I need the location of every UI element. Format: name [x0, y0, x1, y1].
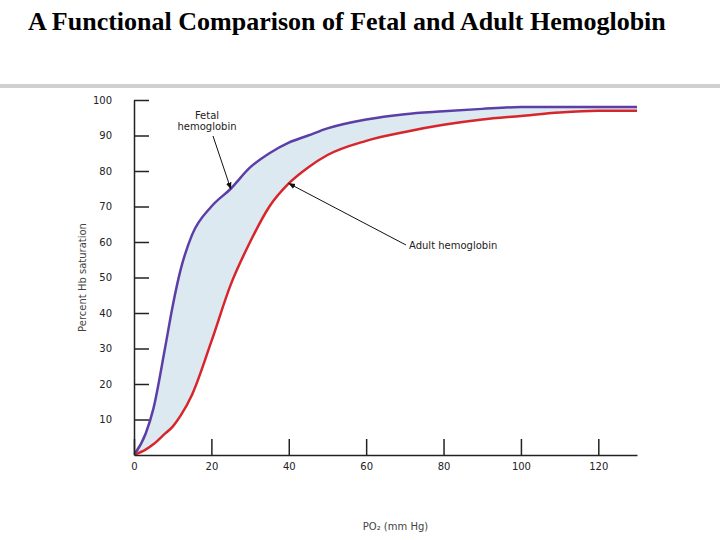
tick-label: 60	[360, 461, 373, 472]
tick-label: 90	[99, 130, 112, 141]
tick: 10	[99, 414, 149, 425]
tick: 20	[99, 379, 149, 390]
tick-label: 100	[512, 461, 531, 472]
tick-label: 0	[131, 461, 137, 472]
tick: 120	[589, 439, 608, 472]
label-arrow	[289, 183, 406, 245]
tick-mark	[134, 100, 149, 102]
y-axis-title: Percent Hb saturation	[77, 223, 88, 332]
tick-mark	[289, 439, 291, 455]
tick-label: 70	[99, 201, 112, 212]
tick-mark	[134, 242, 149, 244]
tick: 60	[99, 237, 149, 248]
band-between	[134, 107, 637, 455]
tick: 20	[206, 439, 219, 472]
series-line	[134, 107, 637, 455]
tick-label: 100	[93, 95, 112, 106]
title-line: A Functional Comparison of Fetal and Adu…	[28, 7, 666, 36]
series-label: Fetalhemoglobin	[177, 110, 236, 132]
tick-mark	[211, 439, 213, 455]
tick: 0	[131, 439, 137, 472]
tick-mark	[443, 439, 445, 455]
title: A Functional Comparison of Fetal and Adu…	[28, 7, 666, 36]
tick: 50	[99, 272, 149, 283]
chart: A Functional Comparison of Fetal and Adu…	[0, 0, 720, 540]
tick-mark	[134, 419, 149, 421]
tick-label: 80	[99, 166, 112, 177]
tick: 80	[438, 439, 451, 472]
tick-mark	[134, 348, 149, 350]
tick-label: 120	[589, 461, 608, 472]
tick-label: 60	[99, 237, 112, 248]
tick-mark	[134, 439, 136, 455]
tick-mark	[134, 313, 149, 315]
tick: 30	[99, 343, 149, 354]
tick: 40	[99, 308, 149, 319]
tick-label: 20	[99, 379, 112, 390]
plot-area	[134, 107, 637, 455]
tick-label: 80	[438, 461, 451, 472]
tick-label: 40	[283, 461, 296, 472]
tick: 40	[283, 439, 296, 472]
tick-mark	[134, 384, 149, 386]
tick: 100	[93, 95, 149, 106]
label-arrow	[213, 136, 231, 189]
label-line: hemoglobin	[177, 121, 236, 132]
series-line	[134, 111, 637, 455]
axis-line	[135, 455, 638, 457]
title-rule	[0, 84, 720, 88]
series-label: Adult hemoglobin	[409, 240, 497, 251]
tick-label: 40	[99, 308, 112, 319]
tick-label: 50	[99, 272, 112, 283]
tick-mark	[134, 277, 149, 279]
tick-mark	[134, 135, 149, 137]
x-axis-title: PO₂ (mm Hg)	[363, 521, 429, 532]
x-axis: 0 20 40 60 80 100 120	[131, 439, 637, 472]
y-axis: 10 20 30 40 50 60 70 80 90 100	[93, 95, 149, 456]
label-line: Fetal	[195, 110, 219, 121]
tick-label: 20	[206, 461, 219, 472]
tick: 70	[99, 201, 149, 212]
tick-label: 30	[99, 343, 112, 354]
tick-mark	[134, 206, 149, 208]
tick: 100	[512, 439, 531, 472]
tick: 60	[360, 439, 373, 472]
tick-mark	[521, 439, 523, 455]
tick: 80	[99, 166, 149, 177]
tick-mark	[134, 171, 149, 173]
tick: 90	[99, 130, 149, 141]
tick-mark	[366, 439, 368, 455]
tick-mark	[598, 439, 600, 455]
tick-label: 10	[99, 414, 112, 425]
